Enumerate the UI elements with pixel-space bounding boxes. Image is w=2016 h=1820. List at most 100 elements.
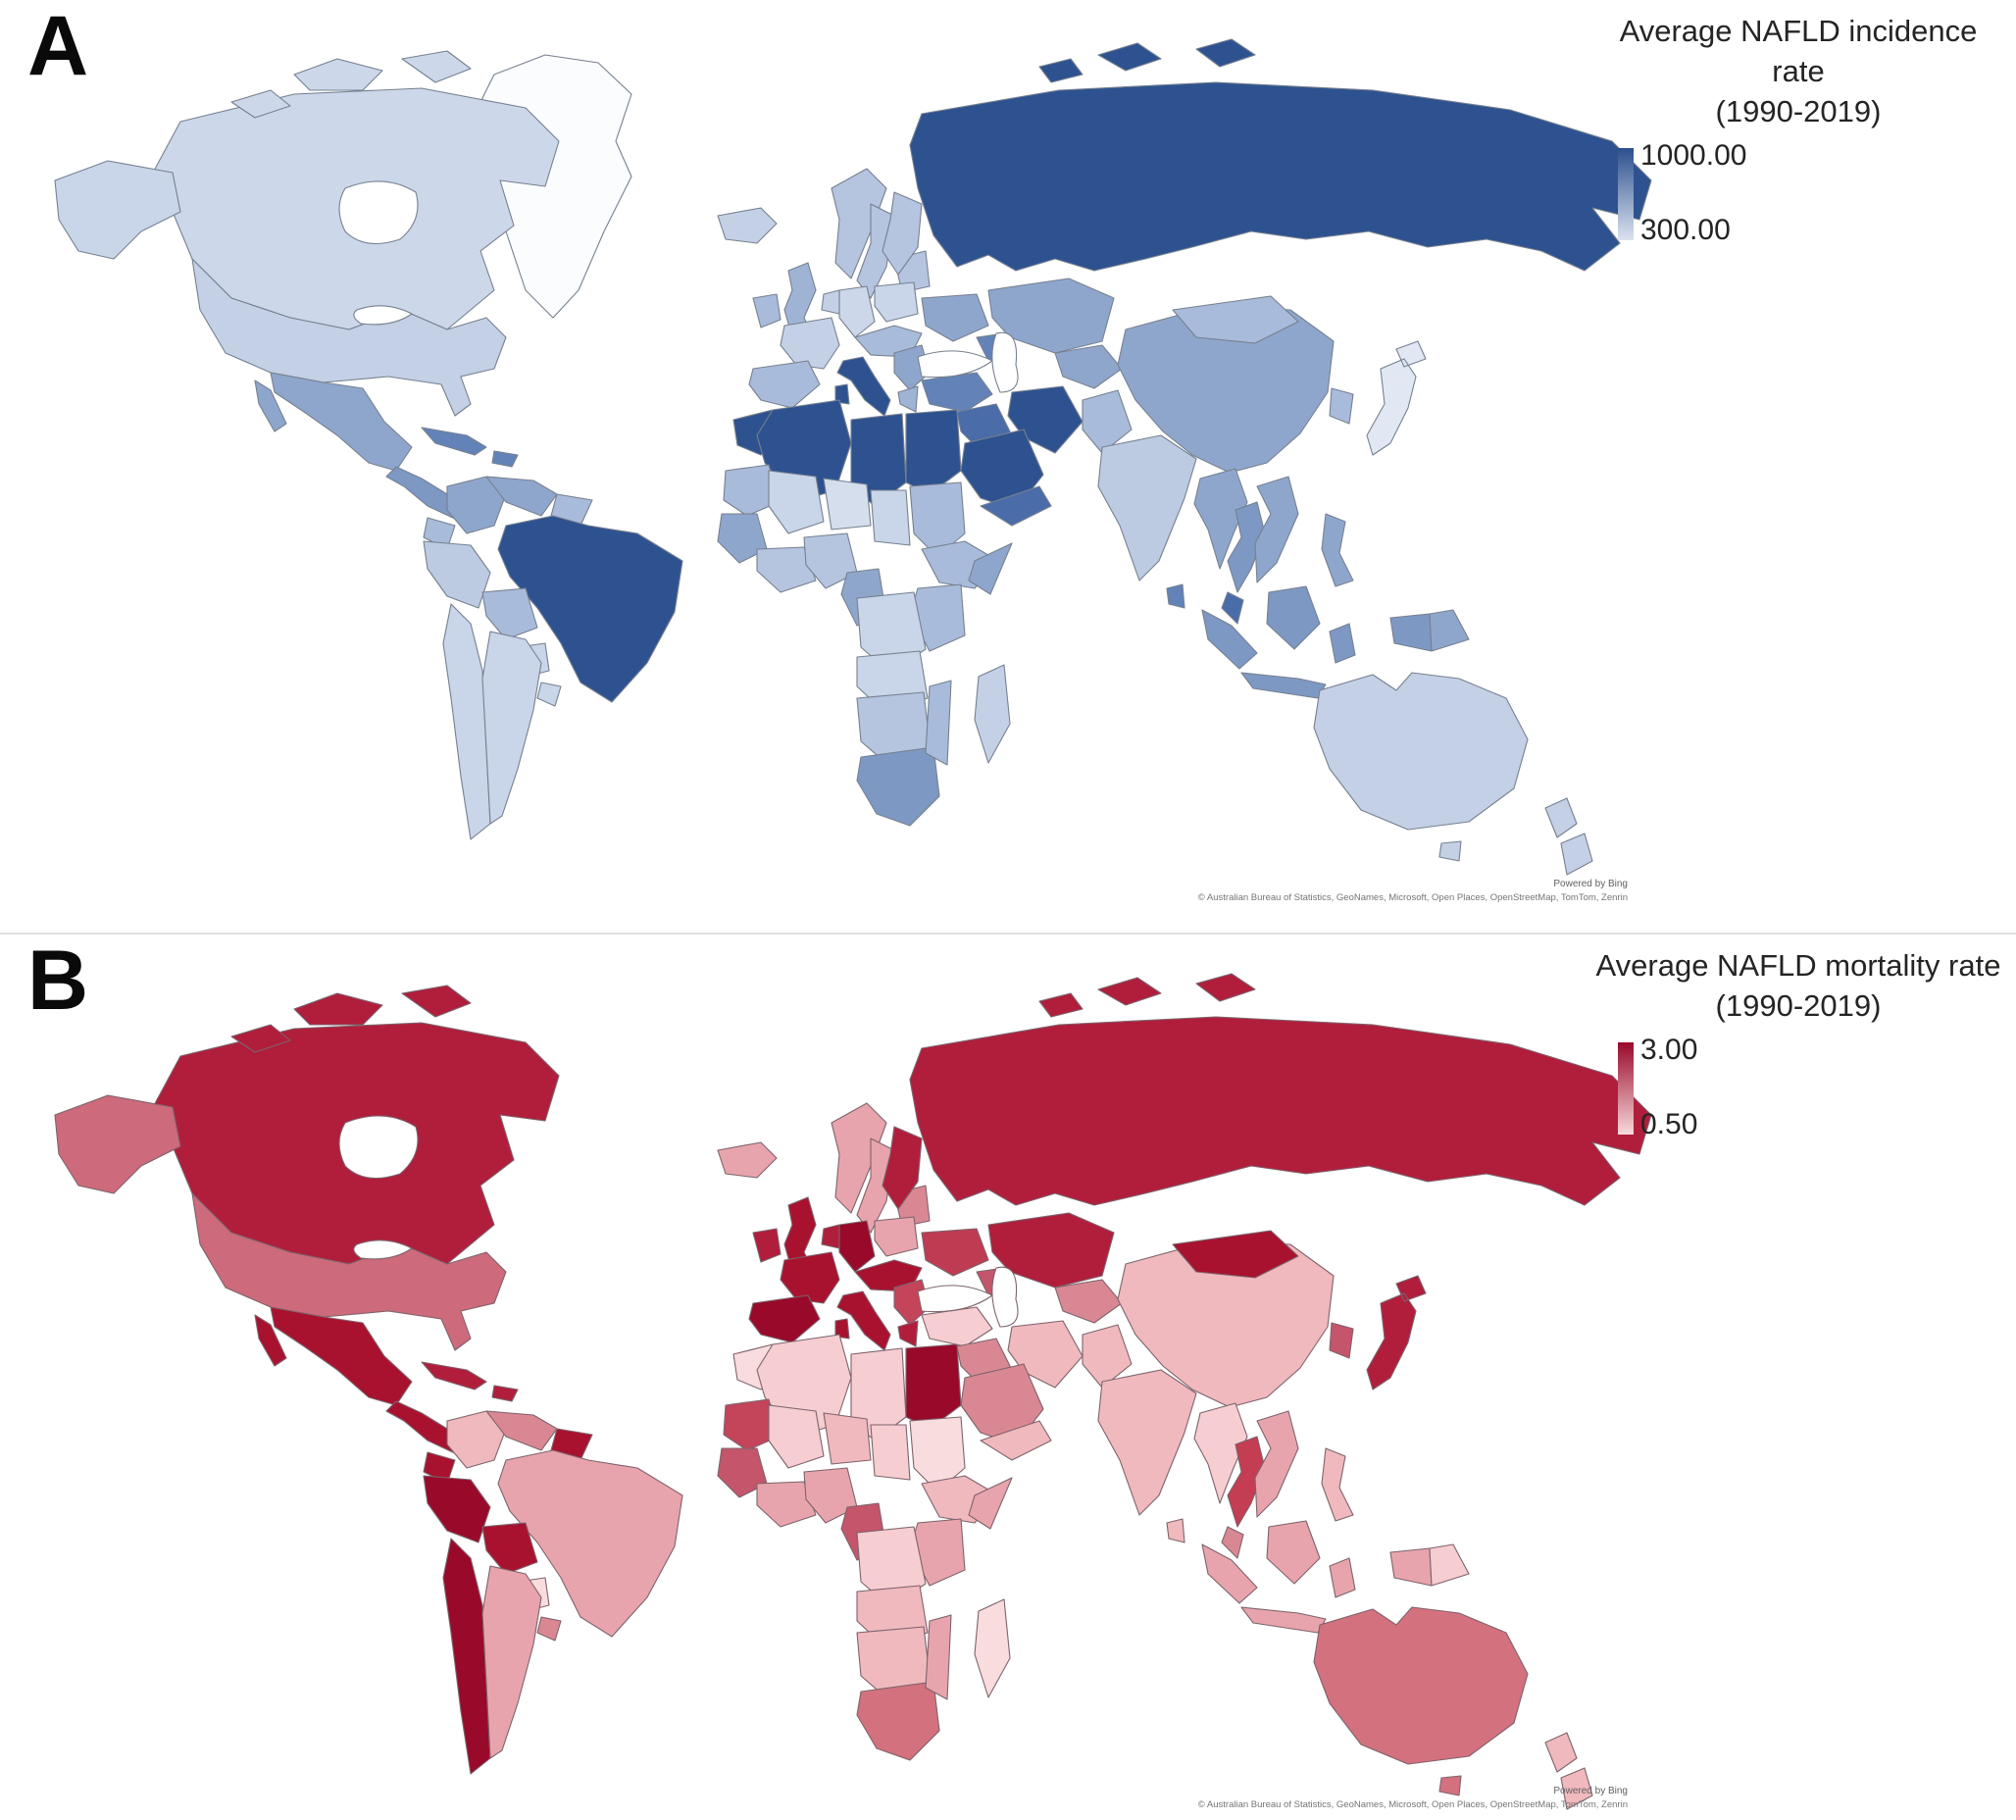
region-bolivia[interactable]: Bolivia <box>481 587 538 640</box>
region-philippines[interactable]: Philippines <box>1321 1447 1354 1522</box>
region-nigeria[interactable]: Nigeria <box>803 532 858 589</box>
region-kazakhstan[interactable]: Kazakhstan <box>987 278 1115 354</box>
region-caspian_sea[interactable]: Caspian Sea <box>991 1266 1019 1328</box>
region-argentina[interactable]: Argentina <box>481 631 542 825</box>
region-poland[interactable]: Poland <box>874 281 919 323</box>
region-peru[interactable]: Peru <box>423 1475 491 1543</box>
region-kazakhstan[interactable]: Kazakhstan <box>987 1212 1115 1289</box>
region-senegal_guinea[interactable]: Senegal & Guinea <box>717 513 768 564</box>
region-senegal_guinea[interactable]: Senegal & Guinea <box>717 1447 768 1498</box>
region-iberia[interactable]: Spain & Portugal <box>748 1294 821 1343</box>
region-chad[interactable]: Chad <box>870 489 911 546</box>
region-malaysia[interactable]: Malaysia <box>1221 591 1244 625</box>
region-arctic_islands[interactable]: Canadian Arctic Archipelago <box>230 50 472 119</box>
region-iceland[interactable]: Iceland <box>717 1141 778 1179</box>
region-turkey[interactable]: Turkey <box>921 372 993 413</box>
region-mexico[interactable]: Mexico <box>254 372 413 472</box>
region-iberia[interactable]: Spain & Portugal <box>748 360 821 409</box>
region-malaysia[interactable]: Malaysia <box>1221 1526 1244 1559</box>
region-finland[interactable]: Finland <box>882 191 923 276</box>
region-svalbard_arctic[interactable]: Russian Arctic islands <box>1038 973 1256 1018</box>
region-black_sea[interactable]: Black Sea <box>917 1285 993 1313</box>
region-centralasia[interactable]: Central Asia <box>1054 1279 1123 1324</box>
region-china[interactable]: China <box>1117 305 1335 474</box>
region-japan[interactable]: Japan <box>1366 340 1427 456</box>
region-mozambique[interactable]: Mozambique <box>925 1614 952 1700</box>
region-venezuela[interactable]: Venezuela <box>485 1410 558 1451</box>
region-alaska[interactable]: Alaska (United States) <box>54 160 181 260</box>
region-germany[interactable]: Germany <box>838 285 876 338</box>
region-hudson_bay[interactable]: Hudson Bay <box>338 180 419 245</box>
region-japan[interactable]: Japan <box>1366 1275 1427 1390</box>
region-alaska[interactable]: Alaska (United States) <box>54 1094 181 1194</box>
region-china[interactable]: China <box>1117 1239 1335 1408</box>
region-arctic_islands[interactable]: Canadian Arctic Archipelago <box>230 985 472 1053</box>
region-germany[interactable]: Germany <box>838 1220 876 1273</box>
region-ukraine[interactable]: Ukraine <box>921 293 989 342</box>
region-hudson_bay[interactable]: Hudson Bay <box>338 1115 419 1180</box>
region-afghan_pak[interactable]: Afghanistan & Pakistan <box>1082 1324 1133 1389</box>
region-korea[interactable]: Korea <box>1329 387 1354 425</box>
region-great_lakes[interactable]: Great Lakes <box>353 305 413 326</box>
region-new_zealand[interactable]: New Zealand <box>1544 1732 1593 1810</box>
region-bolivia[interactable]: Bolivia <box>481 1522 538 1575</box>
region-ireland[interactable]: Ireland <box>752 293 781 329</box>
region-uruguay[interactable]: Uruguay <box>536 682 562 707</box>
region-australia[interactable]: Australia <box>1313 672 1529 862</box>
region-mauritania[interactable]: Mauritania <box>723 464 780 517</box>
region-norway[interactable]: Norway <box>831 168 887 279</box>
region-svalbard_arctic[interactable]: Russian Arctic islands <box>1038 38 1256 83</box>
region-png[interactable]: Papua New Guinea <box>1429 609 1470 652</box>
region-egypt[interactable]: Egypt <box>905 1343 962 1430</box>
region-centraleu[interactable]: Central Europe <box>854 1259 923 1292</box>
region-south_africa[interactable]: South Africa <box>856 1681 940 1761</box>
region-france[interactable]: France <box>780 1251 840 1304</box>
region-brazil[interactable]: Brazil <box>497 1449 683 1638</box>
region-finland[interactable]: Finland <box>882 1126 923 1210</box>
region-yemen_oman[interactable]: Yemen & Oman <box>980 485 1052 527</box>
region-brazil[interactable]: Brazil <box>497 515 683 703</box>
region-centraleu[interactable]: Central Europe <box>854 325 923 358</box>
region-myanmar[interactable]: Myanmar <box>1193 468 1248 570</box>
region-niger[interactable]: Niger <box>823 1412 872 1465</box>
region-niger[interactable]: Niger <box>823 478 872 531</box>
region-vietnam_laos[interactable]: Vietnam, Laos & Cambodia <box>1254 476 1299 583</box>
region-ukraine[interactable]: Ukraine <box>921 1228 989 1277</box>
region-south_africa[interactable]: South Africa <box>856 746 940 827</box>
region-vietnam_laos[interactable]: Vietnam, Laos & Cambodia <box>1254 1410 1299 1518</box>
region-greece[interactable]: Greece <box>897 1320 919 1347</box>
region-afghan_pak[interactable]: Afghanistan & Pakistan <box>1082 389 1133 454</box>
region-mongolia[interactable]: Mongolia <box>1172 295 1299 344</box>
region-great_lakes[interactable]: Great Lakes <box>353 1239 413 1260</box>
region-australia[interactable]: Australia <box>1313 1606 1529 1796</box>
region-myanmar[interactable]: Myanmar <box>1193 1402 1248 1504</box>
region-mali[interactable]: Mali <box>768 1404 825 1469</box>
region-norway[interactable]: Norway <box>831 1102 887 1214</box>
region-thailand[interactable]: Thailand <box>1227 1436 1266 1528</box>
region-centralasia[interactable]: Central Asia <box>1054 344 1123 389</box>
region-madagascar[interactable]: Madagascar <box>974 1598 1011 1698</box>
region-mozambique[interactable]: Mozambique <box>925 680 952 766</box>
region-france[interactable]: France <box>780 317 840 370</box>
region-korea[interactable]: Korea <box>1329 1322 1354 1359</box>
region-caspian_sea[interactable]: Caspian Sea <box>991 331 1019 393</box>
region-lowlands[interactable]: Benelux <box>821 1224 840 1249</box>
region-somalia[interactable]: Somalia <box>968 1477 1013 1530</box>
region-wafrica[interactable]: West Africa coast <box>756 546 817 593</box>
region-mauritania[interactable]: Mauritania <box>723 1398 780 1451</box>
region-chad[interactable]: Chad <box>870 1424 911 1481</box>
region-srilanka[interactable]: Sri Lanka <box>1166 583 1185 609</box>
region-ireland[interactable]: Ireland <box>752 1228 781 1263</box>
region-turkey[interactable]: Turkey <box>921 1306 993 1347</box>
region-chile[interactable]: Chile <box>442 1538 491 1775</box>
region-madagascar[interactable]: Madagascar <box>974 664 1011 764</box>
region-greece[interactable]: Greece <box>897 385 919 413</box>
region-mexico[interactable]: Mexico <box>254 1306 413 1406</box>
region-black_sea[interactable]: Black Sea <box>917 350 993 379</box>
region-egypt[interactable]: Egypt <box>905 409 962 495</box>
region-philippines[interactable]: Philippines <box>1321 513 1354 587</box>
region-russia[interactable]: Russia <box>909 81 1652 272</box>
region-somalia[interactable]: Somalia <box>968 542 1013 595</box>
region-venezuela[interactable]: Venezuela <box>485 476 558 517</box>
region-nigeria[interactable]: Nigeria <box>803 1467 858 1524</box>
